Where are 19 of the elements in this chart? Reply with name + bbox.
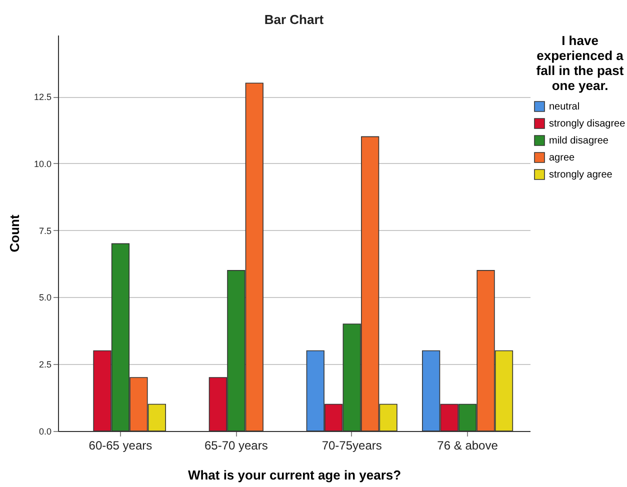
- legend-label: mild disagree: [549, 136, 609, 146]
- chart-title: Bar Chart: [264, 12, 324, 27]
- legend-label: neutral: [549, 102, 580, 112]
- legend-title: I have experienced a fall in the past one year.: [536, 33, 624, 93]
- y-tick-label: 0.0: [38, 426, 52, 436]
- y-tick-label: 7.5: [38, 226, 52, 236]
- x-axis-title: What is your current age in years?: [188, 468, 402, 482]
- y-tick-label: 12.5: [34, 92, 52, 102]
- y-tick-label: 5.0: [38, 292, 52, 303]
- x-tick-label: 65-70 years: [204, 438, 268, 452]
- legend-label: strongly agree: [549, 170, 613, 180]
- legend-label: agree: [549, 152, 576, 164]
- y-tick-label: 2.5: [38, 360, 52, 370]
- x-tick-label: 60-65 years: [88, 438, 152, 452]
- y-tick-label: 10.0: [34, 158, 52, 169]
- x-tick-label: 76 & above: [437, 438, 498, 452]
- legend-label: strongly disagree: [549, 118, 626, 130]
- x-tick-label: 70-75years: [322, 438, 382, 452]
- y-axis-title: Count: [6, 214, 22, 252]
